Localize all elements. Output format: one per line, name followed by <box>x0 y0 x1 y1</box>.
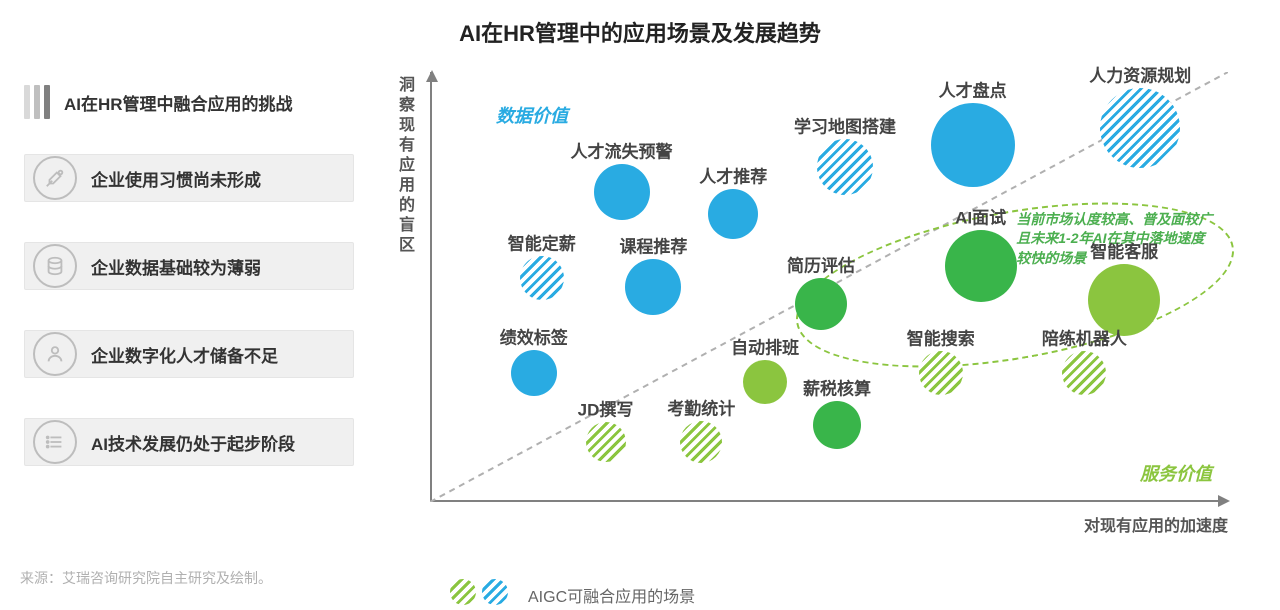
bubble-label: 绩效标签 <box>500 324 568 349</box>
bubble <box>520 256 564 300</box>
quadrant-label-bottom-right: 服务价值 <box>1140 460 1212 486</box>
bubble-label: 人才推荐 <box>699 162 767 187</box>
bubble <box>511 350 557 396</box>
bubble <box>680 421 722 463</box>
sidebar-header-text: AI在HR管理中融合应用的挑战 <box>64 90 293 115</box>
bubble <box>795 278 847 330</box>
sidebar-item-1: 企业数据基础较为薄弱 <box>24 242 354 290</box>
bubble <box>708 189 758 239</box>
legend-swatch <box>482 579 508 605</box>
bubble-label: 简历评估 <box>787 252 855 277</box>
legend-swatch <box>450 579 476 605</box>
legend-label: AIGC可融合应用的场景 <box>528 583 695 607</box>
chart-plot: 洞察现有应用的盲区 对现有应用的加速度 数据价值 服务价值 当前市场认度较高、普… <box>430 72 1228 502</box>
bubble <box>586 422 626 462</box>
bubble-label: 考勤统计 <box>667 394 735 419</box>
x-axis <box>430 500 1228 502</box>
bubble <box>743 360 787 404</box>
bubble <box>919 351 963 395</box>
bubble <box>625 259 681 315</box>
sidebar-item-label: 企业数据基础较为薄弱 <box>91 254 261 279</box>
bubble <box>931 103 1015 187</box>
bubble-label: 薪税核算 <box>803 374 871 399</box>
bubble <box>1062 351 1106 395</box>
quadrant-label-top-left: 数据价值 <box>496 102 568 128</box>
list-icon <box>33 420 77 464</box>
bubble-label: 智能定薪 <box>508 230 576 255</box>
bubble-label: JD撰写 <box>578 395 634 420</box>
tools-icon <box>33 156 77 200</box>
sidebar-item-0: 企业使用习惯尚未形成 <box>24 154 354 202</box>
database-icon <box>33 244 77 288</box>
bubble <box>813 401 861 449</box>
sidebar-header: AI在HR管理中融合应用的挑战 <box>24 80 354 124</box>
sidebar-item-label: AI技术发展仍处于起步阶段 <box>91 430 295 455</box>
bubble-label: AI面试 <box>955 203 1006 228</box>
bubble-label: 自动排班 <box>731 333 799 358</box>
bubble-label: 课程推荐 <box>619 233 687 258</box>
people-icon <box>33 332 77 376</box>
highlight-ellipse <box>783 173 1246 396</box>
bubble-label: 人力资源规划 <box>1089 61 1191 86</box>
sidebar-item-3: AI技术发展仍处于起步阶段 <box>24 418 354 466</box>
bubble-label: 人才流失预警 <box>571 138 673 163</box>
bubble-chart: 洞察现有应用的盲区 对现有应用的加速度 数据价值 服务价值 当前市场认度较高、普… <box>390 72 1256 564</box>
sidebar-header-bars <box>24 85 50 119</box>
bubble-label: 学习地图搭建 <box>794 112 896 137</box>
bubble <box>817 139 873 195</box>
bubble <box>594 164 650 220</box>
x-axis-label: 对现有应用的加速度 <box>1084 512 1228 536</box>
bubble-label: 陪练机器人 <box>1042 325 1127 350</box>
bubble <box>1100 88 1180 168</box>
source-text: 来源：艾瑞咨询研究院自主研究及绘制。 <box>20 568 272 588</box>
bubble-label: 智能客服 <box>1090 237 1158 262</box>
bubble-label: 人才盘点 <box>939 77 1007 102</box>
sidebar-item-label: 企业数字化人才储备不足 <box>91 342 278 367</box>
sidebar-item-label: 企业使用习惯尚未形成 <box>91 166 261 191</box>
chart-legend: AIGC可融合应用的场景 <box>450 579 695 610</box>
y-axis-label: 洞察现有应用的盲区 <box>398 76 416 256</box>
y-axis <box>430 72 432 502</box>
page-title: AI在HR管理中的应用场景及发展趋势 <box>0 16 1280 48</box>
sidebar-item-2: 企业数字化人才储备不足 <box>24 330 354 378</box>
bubble <box>945 230 1017 302</box>
bubble-label: 智能搜索 <box>907 325 975 350</box>
sidebar: AI在HR管理中融合应用的挑战 企业使用习惯尚未形成企业数据基础较为薄弱企业数字… <box>24 80 354 466</box>
